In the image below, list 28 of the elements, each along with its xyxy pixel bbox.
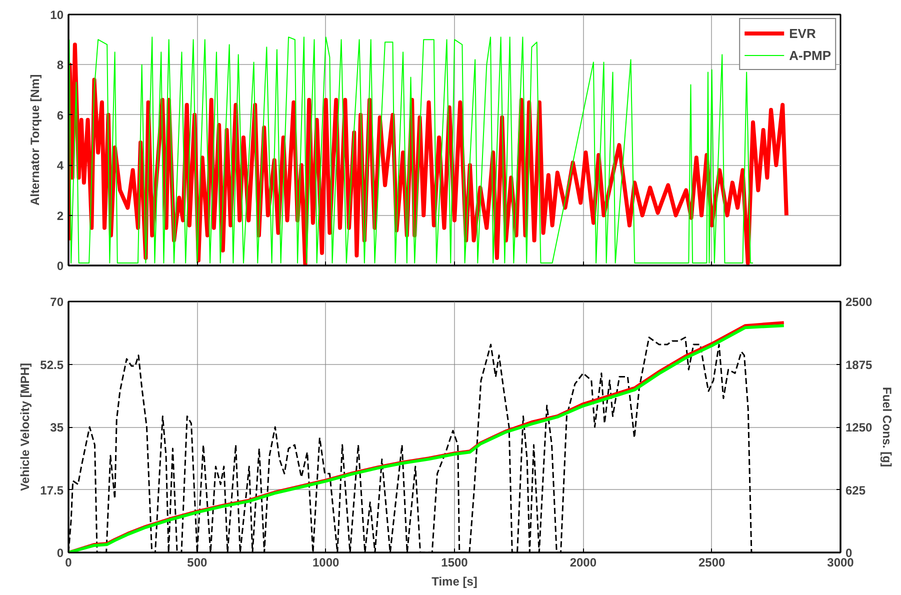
x-tick-label: 2500 (698, 556, 726, 570)
x-tick-label: 3000 (827, 556, 854, 570)
x-tick-label: 0 (65, 556, 72, 570)
y-tick-label: 0 (56, 259, 64, 273)
legend-label: EVR (789, 26, 816, 40)
y-tick-label: 8 (56, 58, 64, 72)
x-axis-title: Time [s] (432, 574, 478, 588)
y2-tick-label: 1875 (846, 358, 873, 372)
y-tick-label: 0 (56, 546, 64, 560)
y2-tick-label: 2500 (846, 295, 873, 309)
y-tick-label: 6 (56, 108, 64, 122)
y-tick-label: 35 (50, 420, 64, 434)
y-tick-label: 2 (56, 208, 64, 223)
y-tick-label: 70 (50, 295, 64, 309)
legend-label: A-PMP (789, 48, 831, 62)
y-axis-title: Vehicle Velocity [MPH] (18, 362, 32, 492)
y-axis-title: Alternator Torque [Nm] (28, 74, 42, 206)
y-tick-label: 17.5 (40, 483, 64, 498)
y2-tick-label: 625 (846, 483, 866, 498)
y-tick-label: 4 (56, 158, 64, 173)
y-tick-label: 52.5 (40, 358, 64, 372)
x-tick-label: 500 (187, 556, 208, 570)
x-tick-label: 1000 (312, 556, 340, 570)
y2-axis-title: Fuel Cons. [g] (880, 387, 894, 468)
y-tick-label: 10 (50, 8, 64, 22)
x-tick-label: 1500 (441, 556, 468, 570)
x-tick-label: 2000 (570, 556, 597, 570)
y2-tick-label: 1250 (846, 420, 873, 434)
